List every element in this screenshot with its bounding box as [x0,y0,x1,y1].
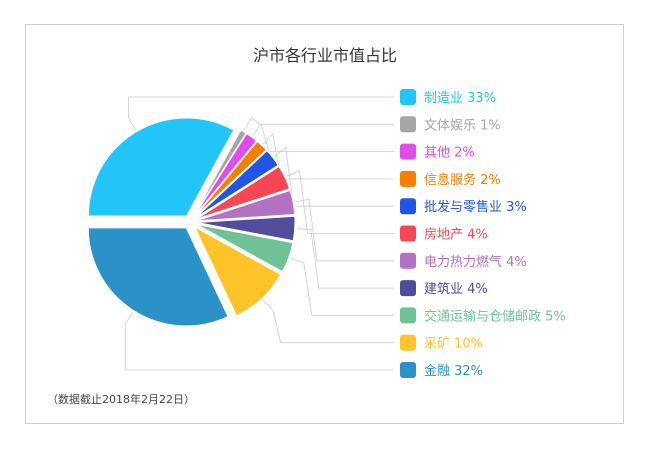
legend: 制造业 33% 文体娱乐 1% 其他 2% 信息服务 2% 批发与零售业 3% 房地产 4… [400,89,566,379]
legend-swatch-9 [400,334,416,351]
data-date-note: （数据截止2018年2月22日） [47,393,195,406]
legend-label-6: 电力热力燃气 4% [424,254,527,270]
legend-label-4: 批发与零售业 3% [424,199,527,215]
legend-swatch-1 [400,116,416,133]
legend-label-7: 建筑业 4% [424,281,488,297]
leader-line-6 [295,198,394,262]
legend-swatch-0 [400,89,416,105]
leader-line-1 [244,117,394,131]
legend-swatch-6 [400,252,416,269]
pie-slice-10 [87,227,229,327]
pie-slice-2 [193,132,258,217]
legend-label-8: 交通运输与仓储邮政 5% [424,308,566,324]
leader-line-10 [124,312,394,371]
leader-line-2 [252,123,394,153]
pie-slice-9 [193,225,282,317]
leader-line-8 [290,257,394,316]
legend-swatch-10 [400,362,416,378]
legend-swatch-3 [400,170,416,187]
legend-label-3: 信息服务 2% [424,172,501,188]
leader-lines [124,96,394,371]
leader-line-0 [127,96,394,131]
legend-label-5: 房地产 4% [424,227,488,243]
pie-slice-3 [194,140,267,218]
legend-swatch-7 [400,280,416,297]
pie-slice-4 [195,149,279,219]
legend-label-10: 金融 32% [424,363,483,379]
pie-slice-5 [196,165,291,220]
legend-label-2: 其他 2% [424,146,475,161]
legend-swatch-2 [400,143,416,160]
legend-swatch-4 [400,198,416,215]
legend-label-1: 文体娱乐 1% [424,118,501,133]
pie-slice-1 [193,129,247,217]
leader-line-9 [262,299,394,344]
pie-slice-7 [196,215,296,242]
legend-swatch-8 [400,307,416,324]
legend-swatch-5 [400,225,416,242]
pie-slice-8 [196,223,294,273]
pie-slice-0 [87,117,235,217]
leader-line-5 [286,169,394,234]
leader-line-4 [274,147,394,207]
legend-label-9: 采矿 10% [424,337,483,352]
pie-slice-6 [196,189,296,222]
leader-line-7 [296,228,394,289]
legend-label-0: 制造业 33% [424,91,496,106]
leader-line-3 [262,132,394,180]
chart-title: 沪市各行业市值占比 [252,46,397,65]
pie-slices [87,117,296,327]
